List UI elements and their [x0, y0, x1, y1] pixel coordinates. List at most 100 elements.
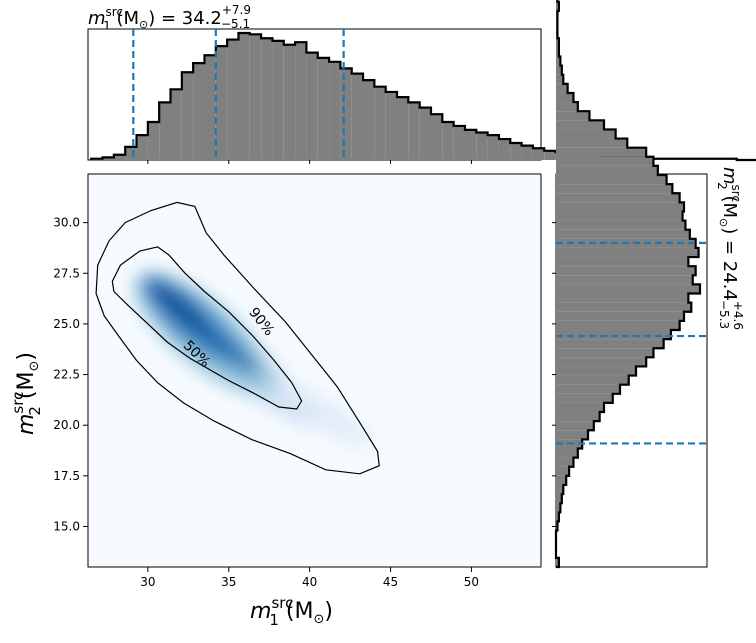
right-histogram-bar: [556, 65, 562, 75]
right-histogram-bar: [556, 83, 568, 93]
right-title: msrc2 (M⊙) = 24.4+4.6−5.3: [715, 167, 745, 330]
top-histogram-bar: [170, 89, 182, 160]
top-histogram-bar: [283, 44, 296, 160]
y-tick-label: 27.5: [53, 266, 80, 280]
right-histogram-bar: [556, 202, 684, 212]
right-histogram-bar: [556, 293, 689, 303]
right-histogram-bar: [556, 211, 683, 221]
x-tick-label: 40: [302, 575, 317, 589]
right-histogram-bar: [556, 384, 620, 394]
top-histogram-bar: [363, 80, 375, 160]
right-histogram-bar: [556, 503, 561, 513]
right-histogram-bar: [556, 412, 600, 422]
right-histogram-bar: [556, 430, 588, 440]
density-heatmap: [134, 272, 373, 448]
top-histogram-bar: [147, 122, 160, 160]
right-histogram-bar: [556, 165, 658, 176]
top-histogram-bar: [306, 52, 318, 160]
top-quantile-lines: [132, 29, 472, 164]
right-histogram-outline: [554, 0, 702, 569]
right-histogram-bar: [556, 393, 613, 403]
y-tick-label: 30.0: [53, 216, 80, 230]
x-axis-label: msrc 1 (M⊙): [250, 594, 333, 629]
top-histogram-bar: [408, 102, 420, 160]
top-histogram-bar: [397, 97, 409, 160]
contour-lines: 50%90%: [95, 201, 380, 475]
right-histogram-bar: [556, 147, 647, 157]
top-histogram-bar: [340, 68, 352, 160]
top-histogram-bar: [430, 114, 443, 160]
right-histogram-bar: [556, 220, 686, 230]
right-histogram-bar: [556, 494, 562, 504]
right-histogram-bar: [556, 138, 628, 148]
right-histogram-bar: [556, 302, 692, 312]
right-histogram-bar: [556, 266, 696, 276]
right-histogram-bar: [556, 74, 564, 84]
top-histogram-bar: [181, 72, 194, 160]
right-histogram-bar: [556, 421, 594, 431]
top-histogram-bar: [453, 125, 465, 160]
x-tick-label: 30: [140, 575, 155, 589]
right-histogram-bar: [556, 512, 559, 522]
top-histogram-bar: [476, 132, 488, 160]
top-histogram-bar: [204, 55, 216, 160]
right-histogram-bar: [556, 357, 647, 367]
y-tick-label: 25.0: [53, 317, 80, 331]
top-histogram-bar: [261, 38, 273, 160]
top-histogram-bar: [487, 135, 499, 160]
right-histogram-bar: [556, 257, 689, 267]
top-histogram-bar: [272, 40, 284, 161]
right-histogram-bar: [556, 175, 667, 185]
top-histogram-bar: [215, 46, 228, 160]
x-tick-label: 35: [221, 575, 236, 589]
y-axis-label: msrc2 (M⊙): [9, 352, 44, 435]
y-axis-ticks: 15.0 17.5 20.0 22.5 25.0 27.5 30.0: [53, 216, 88, 533]
right-histogram-bar: [556, 92, 574, 103]
top-histogram-bar: [385, 91, 398, 160]
top-histogram-panel: [87, 28, 756, 164]
top-histogram-bar: [193, 63, 205, 160]
right-histogram-bar: [556, 375, 629, 385]
top-histogram-bar: [351, 73, 364, 160]
right-histogram-bar: [556, 275, 693, 285]
y-tick-label: 22.5: [53, 368, 80, 382]
top-histogram-bar: [238, 33, 250, 160]
right-histogram-bar: [556, 102, 578, 112]
top-histogram-bar: [125, 146, 137, 160]
right-histogram-bar: [556, 193, 680, 203]
top-histogram-bar: [136, 135, 148, 160]
right-histogram-bar: [556, 320, 680, 330]
right-histogram-bar: [556, 38, 559, 48]
y-tick-label: 20.0: [53, 418, 80, 432]
right-histogram-bar: [556, 329, 671, 340]
top-histogram-bar: [510, 142, 522, 160]
right-histogram-bar: [556, 484, 564, 495]
top-histogram-bar: [419, 107, 431, 160]
density-blob: [148, 280, 212, 335]
top-histogram-bar: [227, 39, 239, 161]
top-histogram-bar: [295, 42, 307, 160]
x-axis-ticks: 30 35 40 45 50: [140, 567, 479, 589]
right-histogram-bar: [556, 47, 559, 57]
right-histogram-bar: [556, 448, 578, 458]
top-histogram-bar: [113, 154, 126, 160]
right-histogram-bar: [556, 348, 654, 358]
right-histogram-bar: [556, 120, 604, 130]
top-title: msrc 1 (M⊙) = 34.2+7.9 −5.1: [88, 3, 251, 33]
top-histogram-bar: [544, 150, 556, 160]
right-quantile-lines: [552, 222, 707, 527]
top-histogram-bar: [102, 157, 114, 160]
right-histogram-bar: [556, 111, 590, 121]
top-histogram-bar: [159, 102, 171, 160]
right-histogram-bar: [556, 557, 559, 567]
right-histogram-panel: [552, 0, 708, 569]
right-histogram-bar: [556, 229, 690, 239]
x-tick-label: 45: [383, 575, 398, 589]
right-histogram-bar: [556, 284, 700, 294]
x-tick-label: 50: [464, 575, 479, 589]
top-histogram-bar: [442, 122, 454, 160]
joint-panel: 50%90% 30 35 40 45 50 15.0 17.5 20.0 22.5 25.0 27…: [53, 173, 542, 589]
right-histogram-bar: [556, 156, 654, 166]
top-histogram-bar: [521, 145, 533, 160]
